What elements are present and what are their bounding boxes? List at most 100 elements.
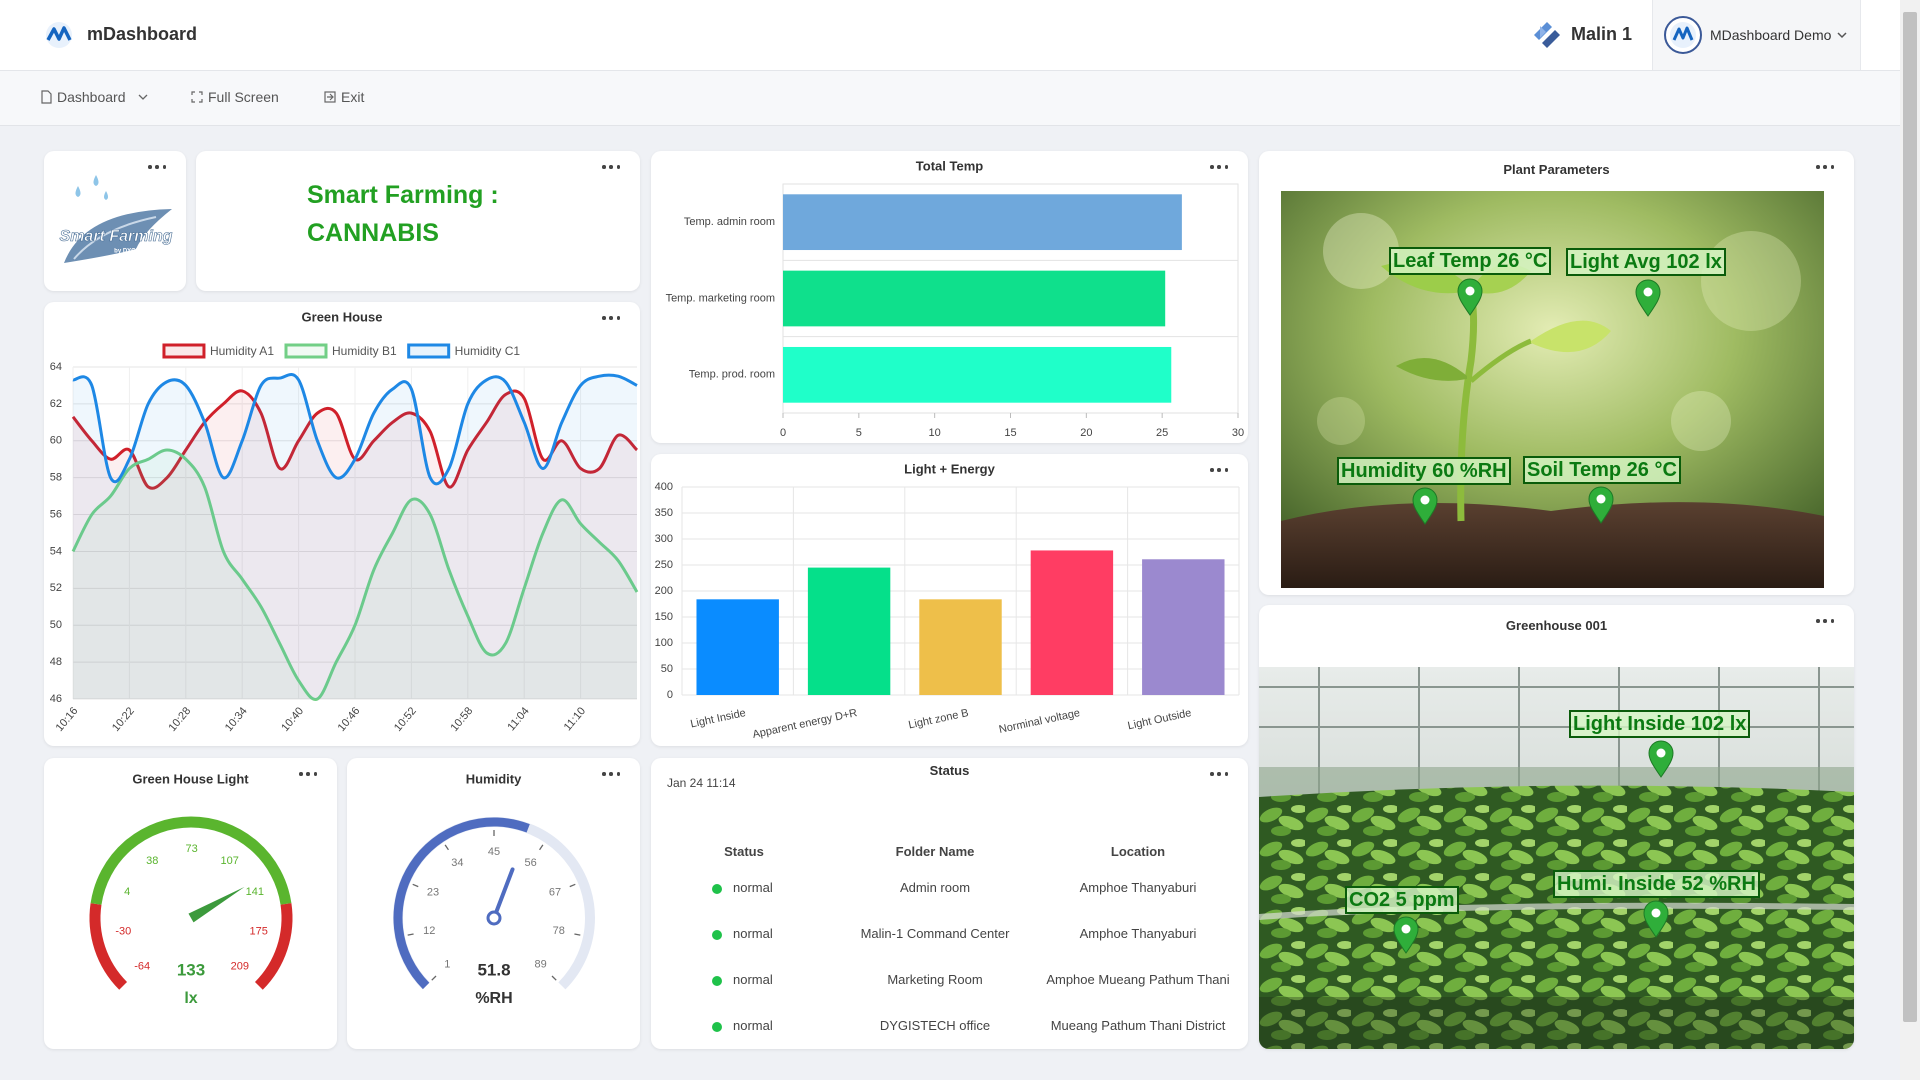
tick-mark xyxy=(551,975,557,981)
card-menu[interactable] xyxy=(299,772,317,778)
decor-span xyxy=(1830,619,1834,623)
bar xyxy=(783,194,1182,251)
tick-mark xyxy=(444,844,449,851)
map-pin[interactable] xyxy=(1635,279,1661,317)
decor-path xyxy=(73,216,157,260)
card-title: Status xyxy=(929,763,970,778)
column-header: Location xyxy=(1110,844,1166,859)
map-pin[interactable] xyxy=(1643,900,1669,938)
tick-mark xyxy=(539,844,544,851)
line xyxy=(72,372,638,486)
gauge-tick-label: -30 xyxy=(115,926,131,938)
gauge-value: 51.8 xyxy=(477,960,510,979)
map-pin[interactable] xyxy=(1457,278,1483,316)
brand-name[interactable]: mDashboard xyxy=(87,24,198,44)
decor-span xyxy=(155,165,159,169)
x-tick-label: Light Outside xyxy=(1127,707,1193,732)
decor-circle xyxy=(1317,397,1365,445)
map-pin[interactable] xyxy=(1588,486,1614,524)
card-menu[interactable] xyxy=(1210,772,1228,778)
y-tick-label: 400 xyxy=(655,481,673,493)
decor-path xyxy=(64,209,172,263)
workspace-name[interactable]: Malin 1 xyxy=(1571,24,1633,44)
status-cell: Malin-1 Command Center xyxy=(860,926,1010,941)
status-cell: DYGISTECH office xyxy=(879,1018,991,1033)
decor-span xyxy=(299,772,303,776)
y-tick-label: 200 xyxy=(655,585,673,597)
category-label: Temp. marketing room xyxy=(666,292,775,304)
map-pin[interactable] xyxy=(1393,916,1419,954)
legend-swatch xyxy=(284,343,328,359)
scroll-thumb[interactable] xyxy=(1903,12,1917,1022)
status-dot xyxy=(712,884,722,894)
x-tick-label: 30 xyxy=(1232,427,1244,439)
tick-mark xyxy=(431,975,437,981)
card-menu[interactable] xyxy=(1816,165,1834,171)
status-date: Jan 24 11:14 xyxy=(667,776,736,790)
card-menu[interactable] xyxy=(148,165,166,171)
x-tick-label: 10:52 xyxy=(392,705,419,734)
map-pin[interactable] xyxy=(1412,487,1438,525)
decor-path xyxy=(75,186,81,197)
nav-fullscreen[interactable]: Full Screen xyxy=(191,89,279,105)
scrollbar[interactable] xyxy=(1900,0,1920,1080)
nav-dashboard[interactable]: Dashboard xyxy=(40,89,149,105)
sensor-label: Humidity 60 %RH xyxy=(1337,457,1511,485)
card-menu[interactable] xyxy=(1816,619,1834,625)
sensor-label: Leaf Temp 26 °C xyxy=(1389,247,1552,275)
account-menu[interactable]: MDashboard Demo xyxy=(1652,0,1861,70)
gauge-value: 133 xyxy=(177,960,205,979)
decor-circle xyxy=(1323,213,1399,289)
x-tick-label: Light zone B xyxy=(907,707,969,731)
humidity-gauge-card: Humidity 1 12 23 34 45 56 67 78 89 51.8 %RH xyxy=(347,758,640,1049)
nav-bar: Dashboard Full Screen Exit xyxy=(0,71,1900,126)
card-menu[interactable] xyxy=(602,772,620,778)
gauge-tick-label: 73 xyxy=(185,843,197,855)
y-tick-label: 0 xyxy=(667,689,673,701)
status-dot xyxy=(712,1022,722,1032)
nav-label: Full Screen xyxy=(208,89,279,105)
status-dot xyxy=(712,930,722,940)
y-tick-label: 48 xyxy=(50,656,62,668)
card-menu[interactable] xyxy=(602,316,620,322)
greenhouse-chart-card: Green House 46 48 50 52 54 56 58 60 62 64 10:16 10:2… xyxy=(44,302,640,746)
decor-circle xyxy=(1656,748,1666,758)
light-energy-card: Light + Energy 0 50 100 150 200 250 300 350 400 Li… xyxy=(651,454,1248,746)
legend-label: Humidity C1 xyxy=(455,344,521,358)
map-pin[interactable] xyxy=(1648,740,1674,778)
decor-path xyxy=(1259,785,1854,1049)
decor-span xyxy=(1823,619,1827,623)
column-header: Status xyxy=(724,844,764,859)
gauge-tick-label: 89 xyxy=(535,959,547,971)
nav-exit[interactable]: Exit xyxy=(324,89,364,105)
logo-art: Smart Farming by DYGISTECH xyxy=(59,175,173,263)
y-tick-label: 54 xyxy=(50,545,62,557)
decor-span xyxy=(609,316,613,320)
x-tick-label: 15 xyxy=(1004,427,1016,439)
gauge-band xyxy=(89,903,128,990)
plant-card: Plant Parameters Leaf Temp 26 °C Light A… xyxy=(1259,151,1854,595)
decor-span xyxy=(1224,165,1228,169)
hbar-chart: Total Temp 0 5 10 15 20 25 30 Temp. admin room Te… xyxy=(666,158,1245,439)
sensor-label: CO2 5 ppm xyxy=(1345,886,1459,914)
gauge-tick-label: 56 xyxy=(525,857,537,869)
category-label: Temp. prod. room xyxy=(689,369,775,381)
decor-span xyxy=(1217,468,1221,472)
card-menu[interactable] xyxy=(1210,468,1228,474)
gauge-tick-label: 141 xyxy=(246,886,264,898)
x-tick-label: 10:28 xyxy=(166,705,193,734)
y-tick-label: 56 xyxy=(50,508,62,520)
bar xyxy=(1030,550,1114,695)
y-tick-label: 62 xyxy=(50,398,62,410)
card-menu[interactable] xyxy=(1210,165,1228,171)
nav-label: Exit xyxy=(341,89,365,105)
decor-span xyxy=(602,316,606,320)
decor-span xyxy=(1224,772,1228,776)
card-menu[interactable] xyxy=(602,165,620,171)
top-bar: mDashboard Malin 1 MDashboard Demo xyxy=(0,0,1900,71)
x-tick-label: 5 xyxy=(856,427,862,439)
decor-span xyxy=(616,316,620,320)
logo-card: Smart Farming by DYGISTECH xyxy=(44,151,186,291)
